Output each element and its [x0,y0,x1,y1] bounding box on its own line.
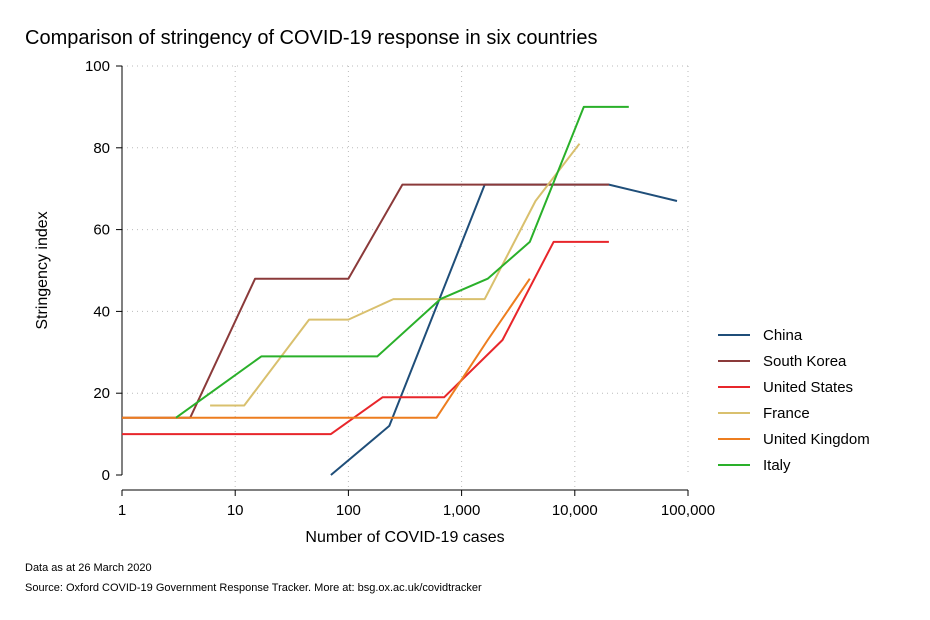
x-tick-label: 100,000 [661,502,715,519]
legend-label-united-kingdom: United Kingdom [763,431,870,448]
x-tick-label: 1,000 [443,502,481,519]
chart-title: Comparison of stringency of COVID-19 res… [25,27,597,49]
x-axis-label: Number of COVID-19 cases [305,529,504,546]
legend-label-china: China [763,327,803,344]
y-tick-label: 100 [85,58,110,75]
legend-label-france: France [763,405,810,422]
x-tick-label: 10,000 [552,502,598,519]
y-tick-label: 40 [93,303,110,320]
y-tick-label: 80 [93,140,110,157]
y-axis-label: Stringency index [34,211,51,329]
series-line-france [210,143,581,407]
series-line-united-kingdom [122,278,531,419]
source-note: Source: Oxford COVID-19 Government Respo… [25,582,482,594]
y-tick-label: 20 [93,385,110,402]
series-line-china [330,183,678,476]
data-date-note: Data as at 26 March 2020 [25,562,152,574]
legend-label-italy: Italy [763,457,791,474]
y-axis: 0 20 40 60 80 100 [85,58,123,484]
x-tick-label: 100 [336,502,361,519]
series-line-united-states [122,240,609,436]
x-axis: 1 10 100 1,000 10,000 100,000 [118,489,715,519]
grid [121,65,689,490]
y-tick-label: 60 [93,222,110,239]
legend-label-south-korea: South Korea [763,353,847,370]
legend-label-united-states: United States [763,379,853,396]
x-tick-label: 10 [227,502,244,519]
y-tick-label: 0 [102,467,110,484]
series-line-south-korea [122,183,609,419]
series-lines [122,105,678,476]
legend: China South Korea United States France Unite… [718,327,870,474]
x-tick-label: 1 [118,502,126,519]
series-line-italy [175,105,629,419]
